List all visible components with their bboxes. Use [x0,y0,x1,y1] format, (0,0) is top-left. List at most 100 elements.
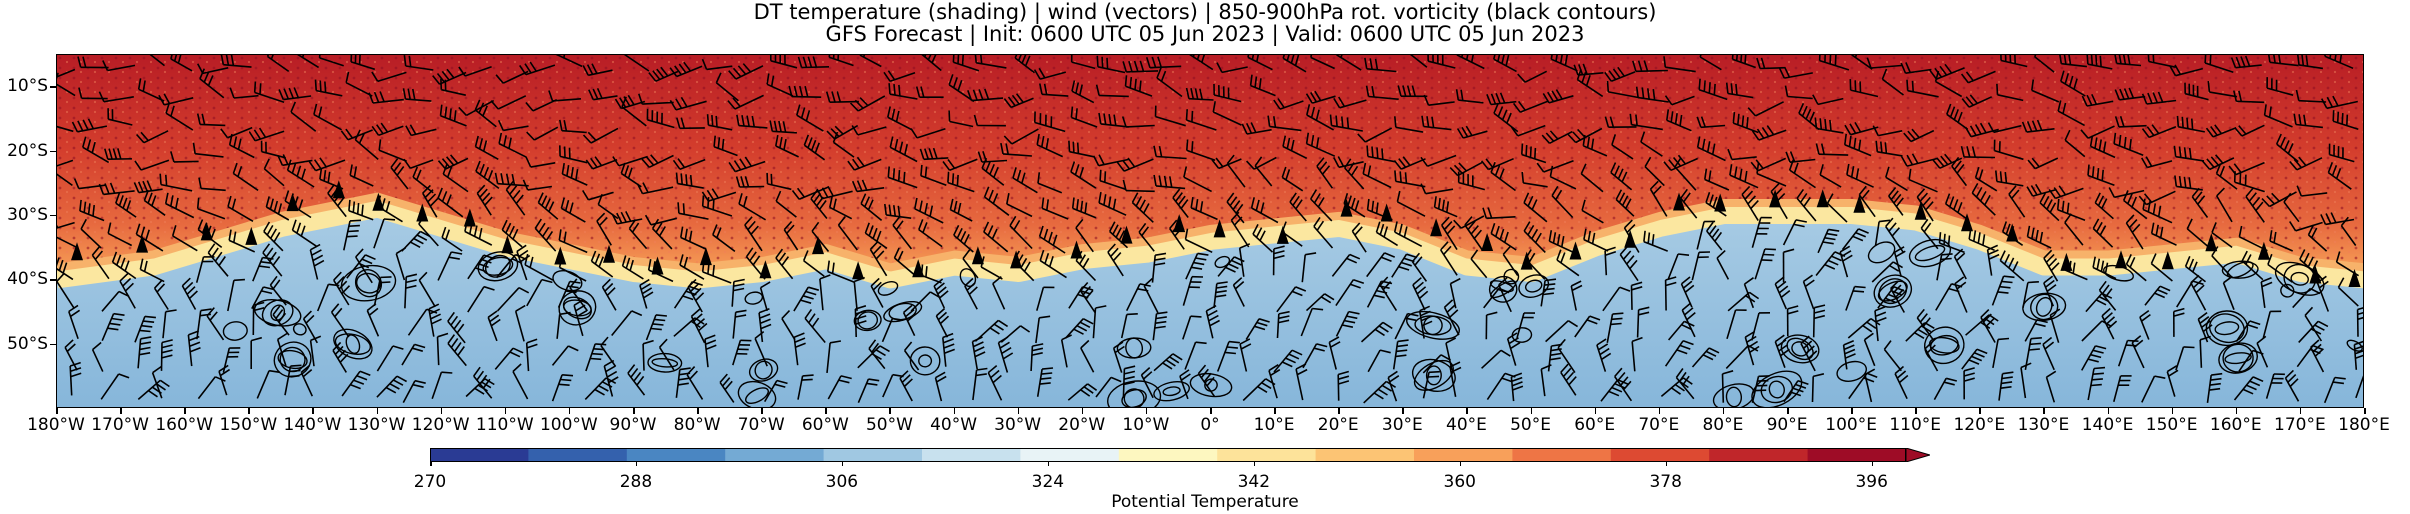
wind-barb [1573,63,1604,76]
colorbar-label: Potential Temperature [1111,492,1299,512]
lon-tick-mark [312,408,314,414]
wind-barb [1041,197,1069,220]
wind-barb [1464,216,1483,251]
wind-barb [1273,349,1303,373]
lon-tick-label: 110°W [475,415,534,435]
wind-barb [582,127,619,144]
wind-barb [983,186,1010,216]
wind-barb [1954,276,1968,313]
wind-barb [107,108,133,126]
wind-barb [869,240,888,277]
wind-barb [100,373,130,400]
wind-barb [1741,185,1759,222]
wind-barb [71,118,108,133]
wind-barb [2327,162,2352,190]
lon-tick-label: 130°W [347,415,406,435]
lat-tick-label: 40°S [7,269,48,290]
wind-barb [1845,285,1866,311]
wind-barb [253,81,285,103]
wind-barb [2114,115,2147,128]
wind-barb [1541,130,1573,145]
wind-barb [769,120,797,134]
wind-barb [1140,367,1154,399]
wind-barb [1517,70,1548,83]
wind-barb [1963,367,1975,400]
wind-barb [277,154,313,167]
wind-barb [1039,249,1067,279]
lon-tick-mark [504,408,507,414]
wind-barb [921,55,942,72]
wind-barb [701,188,737,202]
wind-barb [1582,134,1608,157]
wind-barb [378,139,407,162]
lon-tick-mark [1274,408,1276,414]
wind-barb [1182,275,1204,306]
colorbar-segment [1217,448,1317,462]
wind-barb [2328,143,2355,163]
wind-barb [590,250,614,278]
wind-barb [1211,157,1242,170]
wind-barb [851,125,887,136]
wind-barb [422,184,439,218]
wind-barb [1189,55,1214,71]
wind-barb [1756,57,1786,70]
wind-barb [2150,253,2173,282]
wind-barb [1457,171,1486,191]
lon-tick-mark [2043,408,2045,414]
wind-barb [1481,349,1511,369]
wind-barb [781,310,796,341]
vorticity-contour [270,304,286,322]
wind-barb [2176,115,2205,133]
colorbar-segment [1414,448,1513,462]
wind-barb [899,370,913,402]
wind-barb [447,311,466,344]
wind-barb [1485,311,1498,340]
front-marker [1010,250,1023,269]
wind-barb [1900,62,1932,74]
wind-barb [1663,56,1696,73]
wind-barb [534,218,557,252]
wind-barb [1556,249,1580,277]
colorbar-tick-mark [635,461,638,466]
wind-barb [783,220,799,251]
wind-barb [2092,218,2114,248]
wind-barb [1075,218,1094,253]
wind-barb [436,332,449,366]
colorbar-tick-label: 270 [413,472,447,492]
wind-barb [1310,55,1335,70]
lat-tick-mark [50,86,56,88]
wind-barb [1814,117,1844,134]
wind-barb [526,126,559,141]
lon-tick-label: 50°E [1510,415,1551,435]
wind-barb [1811,373,1825,403]
vorticity-contour [1503,268,1520,285]
wind-barb [1012,167,1038,194]
lon-tick-mark [1658,408,1661,414]
wind-barb [2216,187,2233,223]
wind-barb [151,365,163,399]
wind-barb [196,197,226,220]
colorbar-tick-label: 306 [825,472,859,492]
wind-barb [403,55,434,71]
wind-barb [476,184,493,216]
wind-barb [701,195,733,217]
wind-barb [868,339,886,370]
wind-barb [1604,246,1617,276]
wind-barb [1096,55,1126,74]
wind-barb [2141,156,2173,169]
front-marker [603,244,615,263]
wind-barb [1035,315,1051,344]
wind-barb [1885,166,1908,192]
wind-barb [1995,170,2024,187]
vorticity-contour [853,309,882,332]
wind-barb [1036,286,1055,311]
wind-barb [1396,190,1426,217]
wind-barb [738,193,767,221]
wind-barb [1964,122,1999,138]
wind-barb [260,140,286,159]
vorticity-contour [340,264,397,302]
wind-barb [227,195,254,222]
wind-barb [1305,132,1336,157]
wind-barb [1644,156,1665,187]
vorticity-contour [2208,313,2245,344]
